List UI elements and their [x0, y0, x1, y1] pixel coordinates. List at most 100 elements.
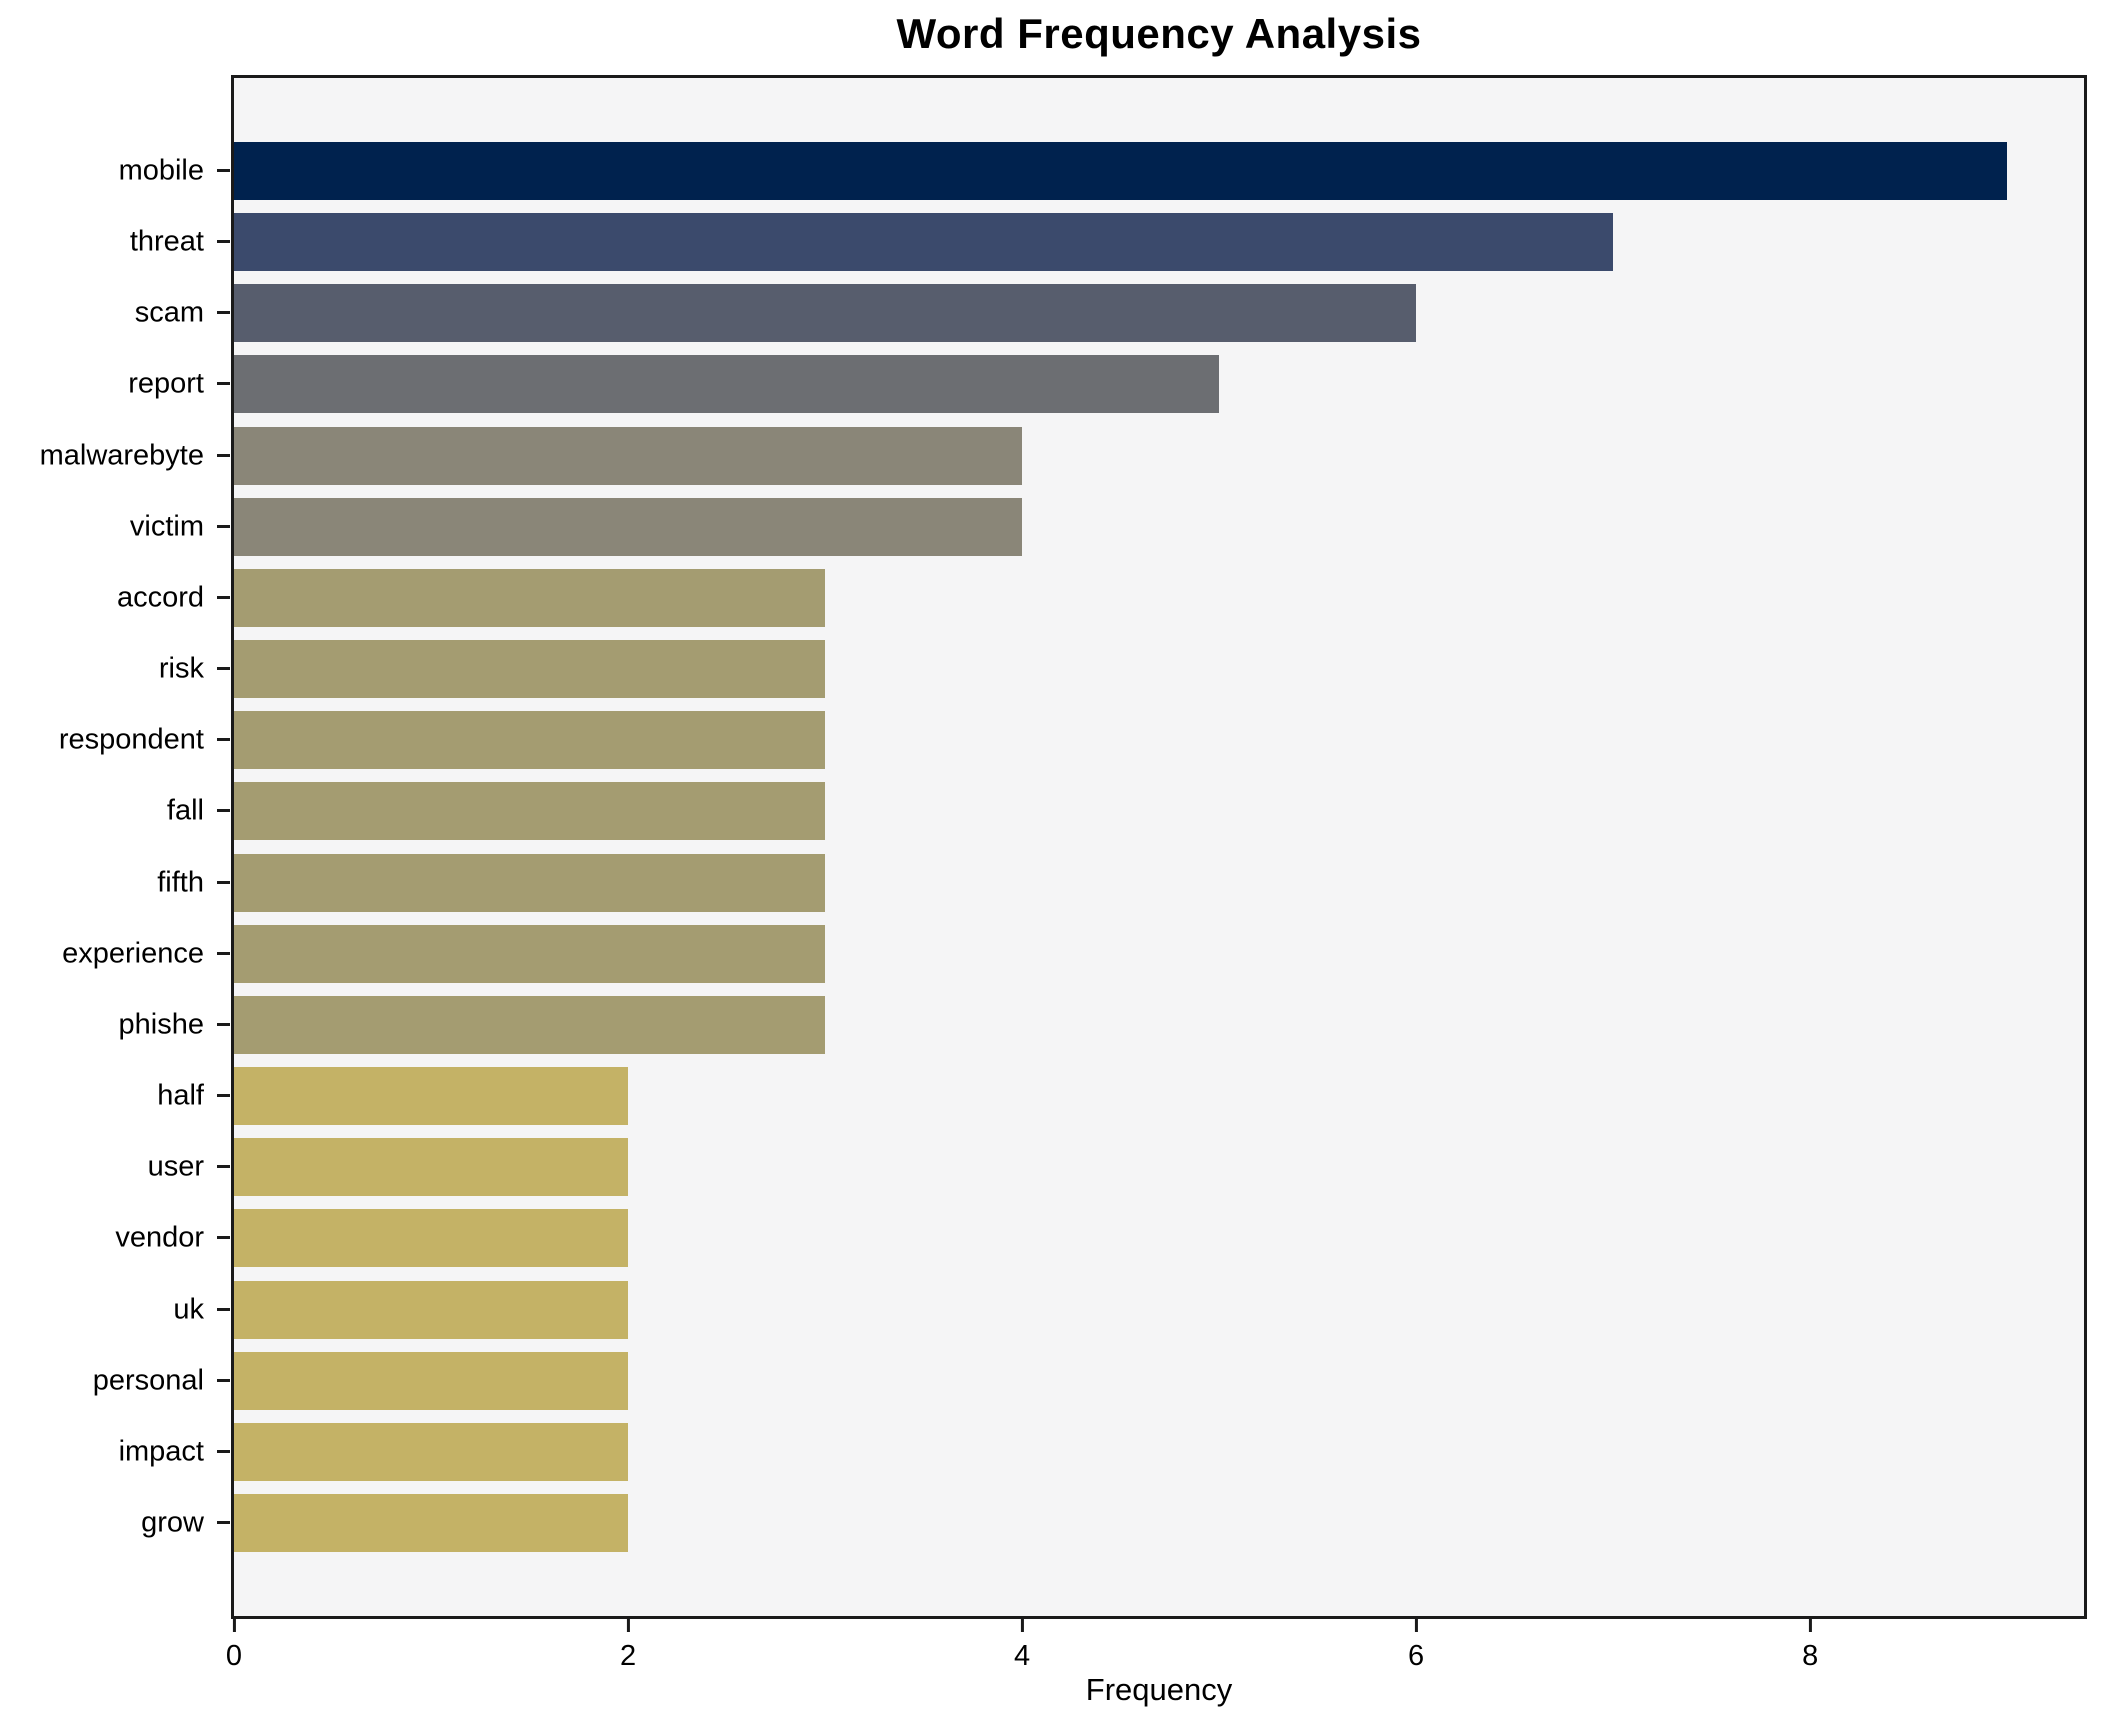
y-tick-mark	[217, 1236, 230, 1240]
y-tick-label: threat	[129, 225, 204, 258]
y-tick-mark	[217, 311, 230, 315]
bar	[234, 1067, 629, 1126]
y-tick-mark	[217, 1378, 230, 1382]
bar-row: scam	[135, 284, 2084, 343]
y-tick-label: risk	[158, 652, 204, 685]
bar-row: vendor	[115, 1209, 2084, 1268]
y-tick-label: impact	[118, 1435, 204, 1468]
bar	[234, 355, 1220, 414]
y-tick-mark	[217, 1520, 230, 1524]
y-tick-mark	[217, 240, 230, 244]
bar-row: respondent	[59, 711, 2084, 770]
y-tick-label: half	[157, 1079, 204, 1112]
x-tick: 8	[1802, 1619, 1818, 1673]
plot-area: mobile threat scam report malwarebyte victim a…	[40, 75, 2087, 1619]
bar	[234, 640, 826, 699]
bar-row: fall	[167, 782, 2084, 841]
y-tick-label: scam	[134, 296, 204, 329]
bar-row: impact	[119, 1422, 2084, 1481]
bar	[234, 1422, 629, 1481]
y-tick-mark	[217, 738, 230, 742]
y-tick-label: uk	[173, 1293, 204, 1325]
bar	[234, 284, 1417, 343]
y-tick-mark	[217, 1094, 230, 1098]
y-tick-label: report	[128, 367, 204, 400]
y-tick-mark	[217, 1165, 230, 1169]
y-tick-mark	[217, 1449, 230, 1453]
bar-row: report	[128, 355, 2084, 414]
y-tick-mark	[217, 595, 230, 599]
y-tick-mark	[217, 667, 230, 671]
y-tick-mark	[217, 1022, 230, 1026]
y-tick-mark	[217, 382, 230, 386]
bar	[234, 142, 2008, 200]
bar	[234, 426, 1023, 485]
bars-container: mobile threat scam report malwarebyte victim a…	[40, 78, 2084, 1616]
y-tick-label: accord	[116, 581, 204, 614]
y-tick-label: fifth	[157, 866, 204, 899]
y-tick-mark	[217, 809, 230, 813]
x-axis: 0 2 4 6 8	[226, 1619, 2084, 1699]
bar-row: uk	[173, 1280, 2084, 1339]
bar-row: accord	[117, 568, 2084, 627]
x-tick-mark	[1414, 1619, 1418, 1632]
y-tick-label: malwarebyte	[39, 439, 204, 472]
bar	[234, 782, 826, 841]
x-tick-mark	[232, 1619, 236, 1632]
bar-row: phishe	[119, 995, 2084, 1054]
y-tick-mark	[217, 880, 230, 884]
y-tick-label: mobile	[118, 154, 204, 187]
bar	[234, 924, 826, 983]
y-tick-label: victim	[129, 510, 204, 543]
y-tick-label: phishe	[118, 1008, 204, 1041]
x-tick: 4	[1014, 1619, 1030, 1673]
x-tick: 2	[620, 1619, 636, 1673]
y-tick-mark	[217, 169, 230, 172]
bar-row: half	[157, 1067, 2084, 1126]
bar-row: mobile	[119, 142, 2084, 200]
bar-row: user	[148, 1138, 2084, 1197]
bar-row: experience	[62, 924, 2084, 983]
x-axis-title: Frequency	[1085, 1672, 1233, 1707]
bar-row: personal	[93, 1351, 2084, 1410]
y-tick-label: personal	[92, 1364, 204, 1397]
bar-row: fifth	[157, 853, 2084, 912]
bar	[234, 1493, 629, 1552]
y-tick-mark	[217, 453, 230, 457]
x-tick: 6	[1408, 1619, 1424, 1673]
x-tick-mark	[1020, 1619, 1024, 1632]
bar	[234, 497, 1023, 556]
x-tick-label: 6	[1408, 1640, 1425, 1672]
bar	[234, 213, 1614, 272]
bar	[234, 568, 826, 627]
x-tick-label: 0	[225, 1640, 243, 1672]
x-tick-mark	[1808, 1619, 1812, 1632]
x-tick-label: 8	[1802, 1640, 1819, 1672]
y-tick-mark	[217, 1307, 230, 1311]
y-tick-mark	[217, 951, 230, 955]
chart-title: Word Frequency Analysis	[896, 10, 1422, 57]
x-tick-mark	[626, 1619, 630, 1632]
x-tick: 0	[226, 1619, 242, 1673]
bar	[234, 995, 826, 1054]
x-tick-label: 2	[619, 1640, 637, 1672]
y-tick-label: fall	[166, 794, 204, 827]
y-tick-mark	[217, 524, 230, 528]
bar	[234, 1138, 629, 1197]
bar	[234, 711, 826, 770]
bar	[234, 1351, 629, 1410]
y-tick-label: respondent	[58, 723, 204, 756]
y-tick-label: user	[147, 1150, 204, 1183]
bar-row: victim	[130, 497, 2084, 556]
bar	[234, 1280, 629, 1339]
y-tick-label: vendor	[115, 1221, 204, 1254]
bar	[234, 1209, 629, 1268]
x-tick-label: 4	[1013, 1640, 1031, 1672]
bar-row: malwarebyte	[40, 426, 2084, 485]
bar-row: risk	[159, 640, 2084, 699]
bar-row: threat	[130, 213, 2084, 272]
y-tick-label: experience	[62, 937, 204, 970]
y-tick-label: grow	[141, 1506, 204, 1539]
bar-row: grow	[141, 1493, 2084, 1552]
